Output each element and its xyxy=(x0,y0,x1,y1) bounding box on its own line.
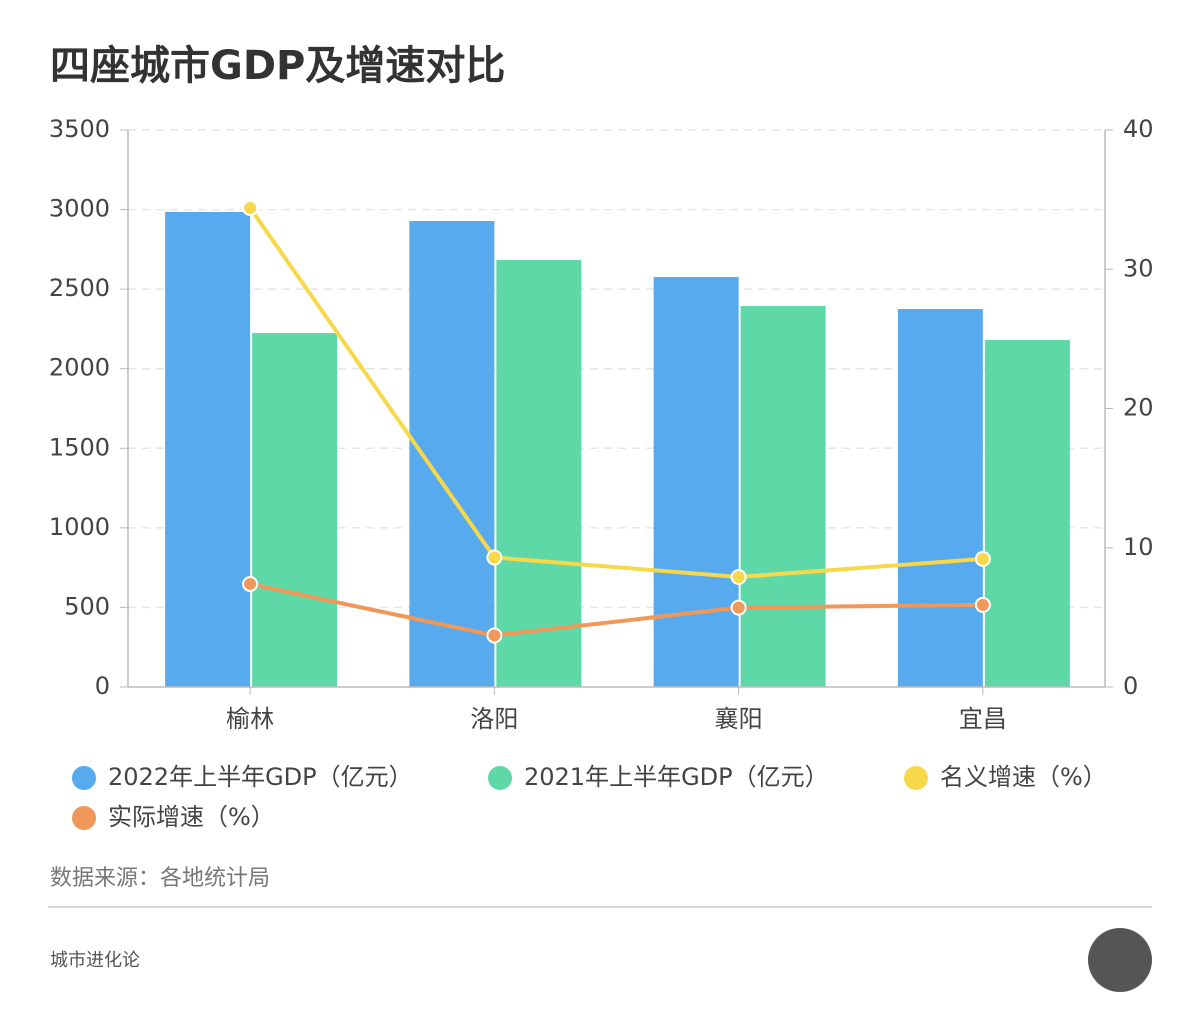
point xyxy=(486,627,503,644)
point xyxy=(486,549,503,566)
bar xyxy=(496,260,582,687)
bar xyxy=(252,333,338,687)
legend-label: 名义增速（%） xyxy=(940,763,1107,791)
line xyxy=(248,206,984,579)
y-tick-label: 500 xyxy=(64,592,110,620)
source: 数据来源：各地统计局 xyxy=(50,866,270,891)
legend-label: 2022年上半年GDP（亿元） xyxy=(108,763,413,791)
footer: 城市进化论 xyxy=(50,950,140,971)
point xyxy=(730,568,747,585)
y-tick-label: 2500 xyxy=(49,274,110,302)
y2-tick-label: 10 xyxy=(1123,533,1154,561)
y2-tick-label: 40 xyxy=(1123,115,1154,143)
y-tick-label: 3500 xyxy=(49,115,110,143)
legend-label: 2021年上半年GDP（亿元） xyxy=(524,763,829,791)
legend-marker xyxy=(72,766,96,790)
point xyxy=(974,550,991,567)
y-tick-label: 1000 xyxy=(49,513,110,541)
chart-title: 四座城市GDP及增速对比 xyxy=(50,43,505,89)
bar xyxy=(653,277,739,687)
y-tick-label: 0 xyxy=(95,672,110,700)
point xyxy=(730,599,747,616)
y-tick-label: 3000 xyxy=(49,195,110,223)
bar xyxy=(740,306,826,687)
x-tick-label: 洛阳 xyxy=(470,705,518,733)
point xyxy=(974,596,991,613)
point xyxy=(242,199,259,216)
y-tick-label: 2000 xyxy=(49,354,110,382)
y-tick-label: 1500 xyxy=(49,433,110,461)
bar xyxy=(897,309,983,687)
y2-tick-label: 0 xyxy=(1123,672,1138,700)
y2-tick-label: 20 xyxy=(1123,394,1154,422)
x-tick-label: 榆林 xyxy=(226,705,274,733)
point xyxy=(242,575,259,592)
x-tick-label: 宜昌 xyxy=(959,705,1007,733)
legend-marker xyxy=(488,766,512,790)
x-tick-label: 襄阳 xyxy=(715,705,763,733)
line xyxy=(249,581,983,638)
logo xyxy=(1088,928,1152,992)
legend-marker xyxy=(72,806,96,830)
legend-marker xyxy=(904,766,928,790)
bar xyxy=(165,211,251,688)
bar xyxy=(984,340,1070,687)
legend-label: 实际增速（%） xyxy=(108,803,275,831)
y2-tick-label: 30 xyxy=(1123,254,1154,282)
